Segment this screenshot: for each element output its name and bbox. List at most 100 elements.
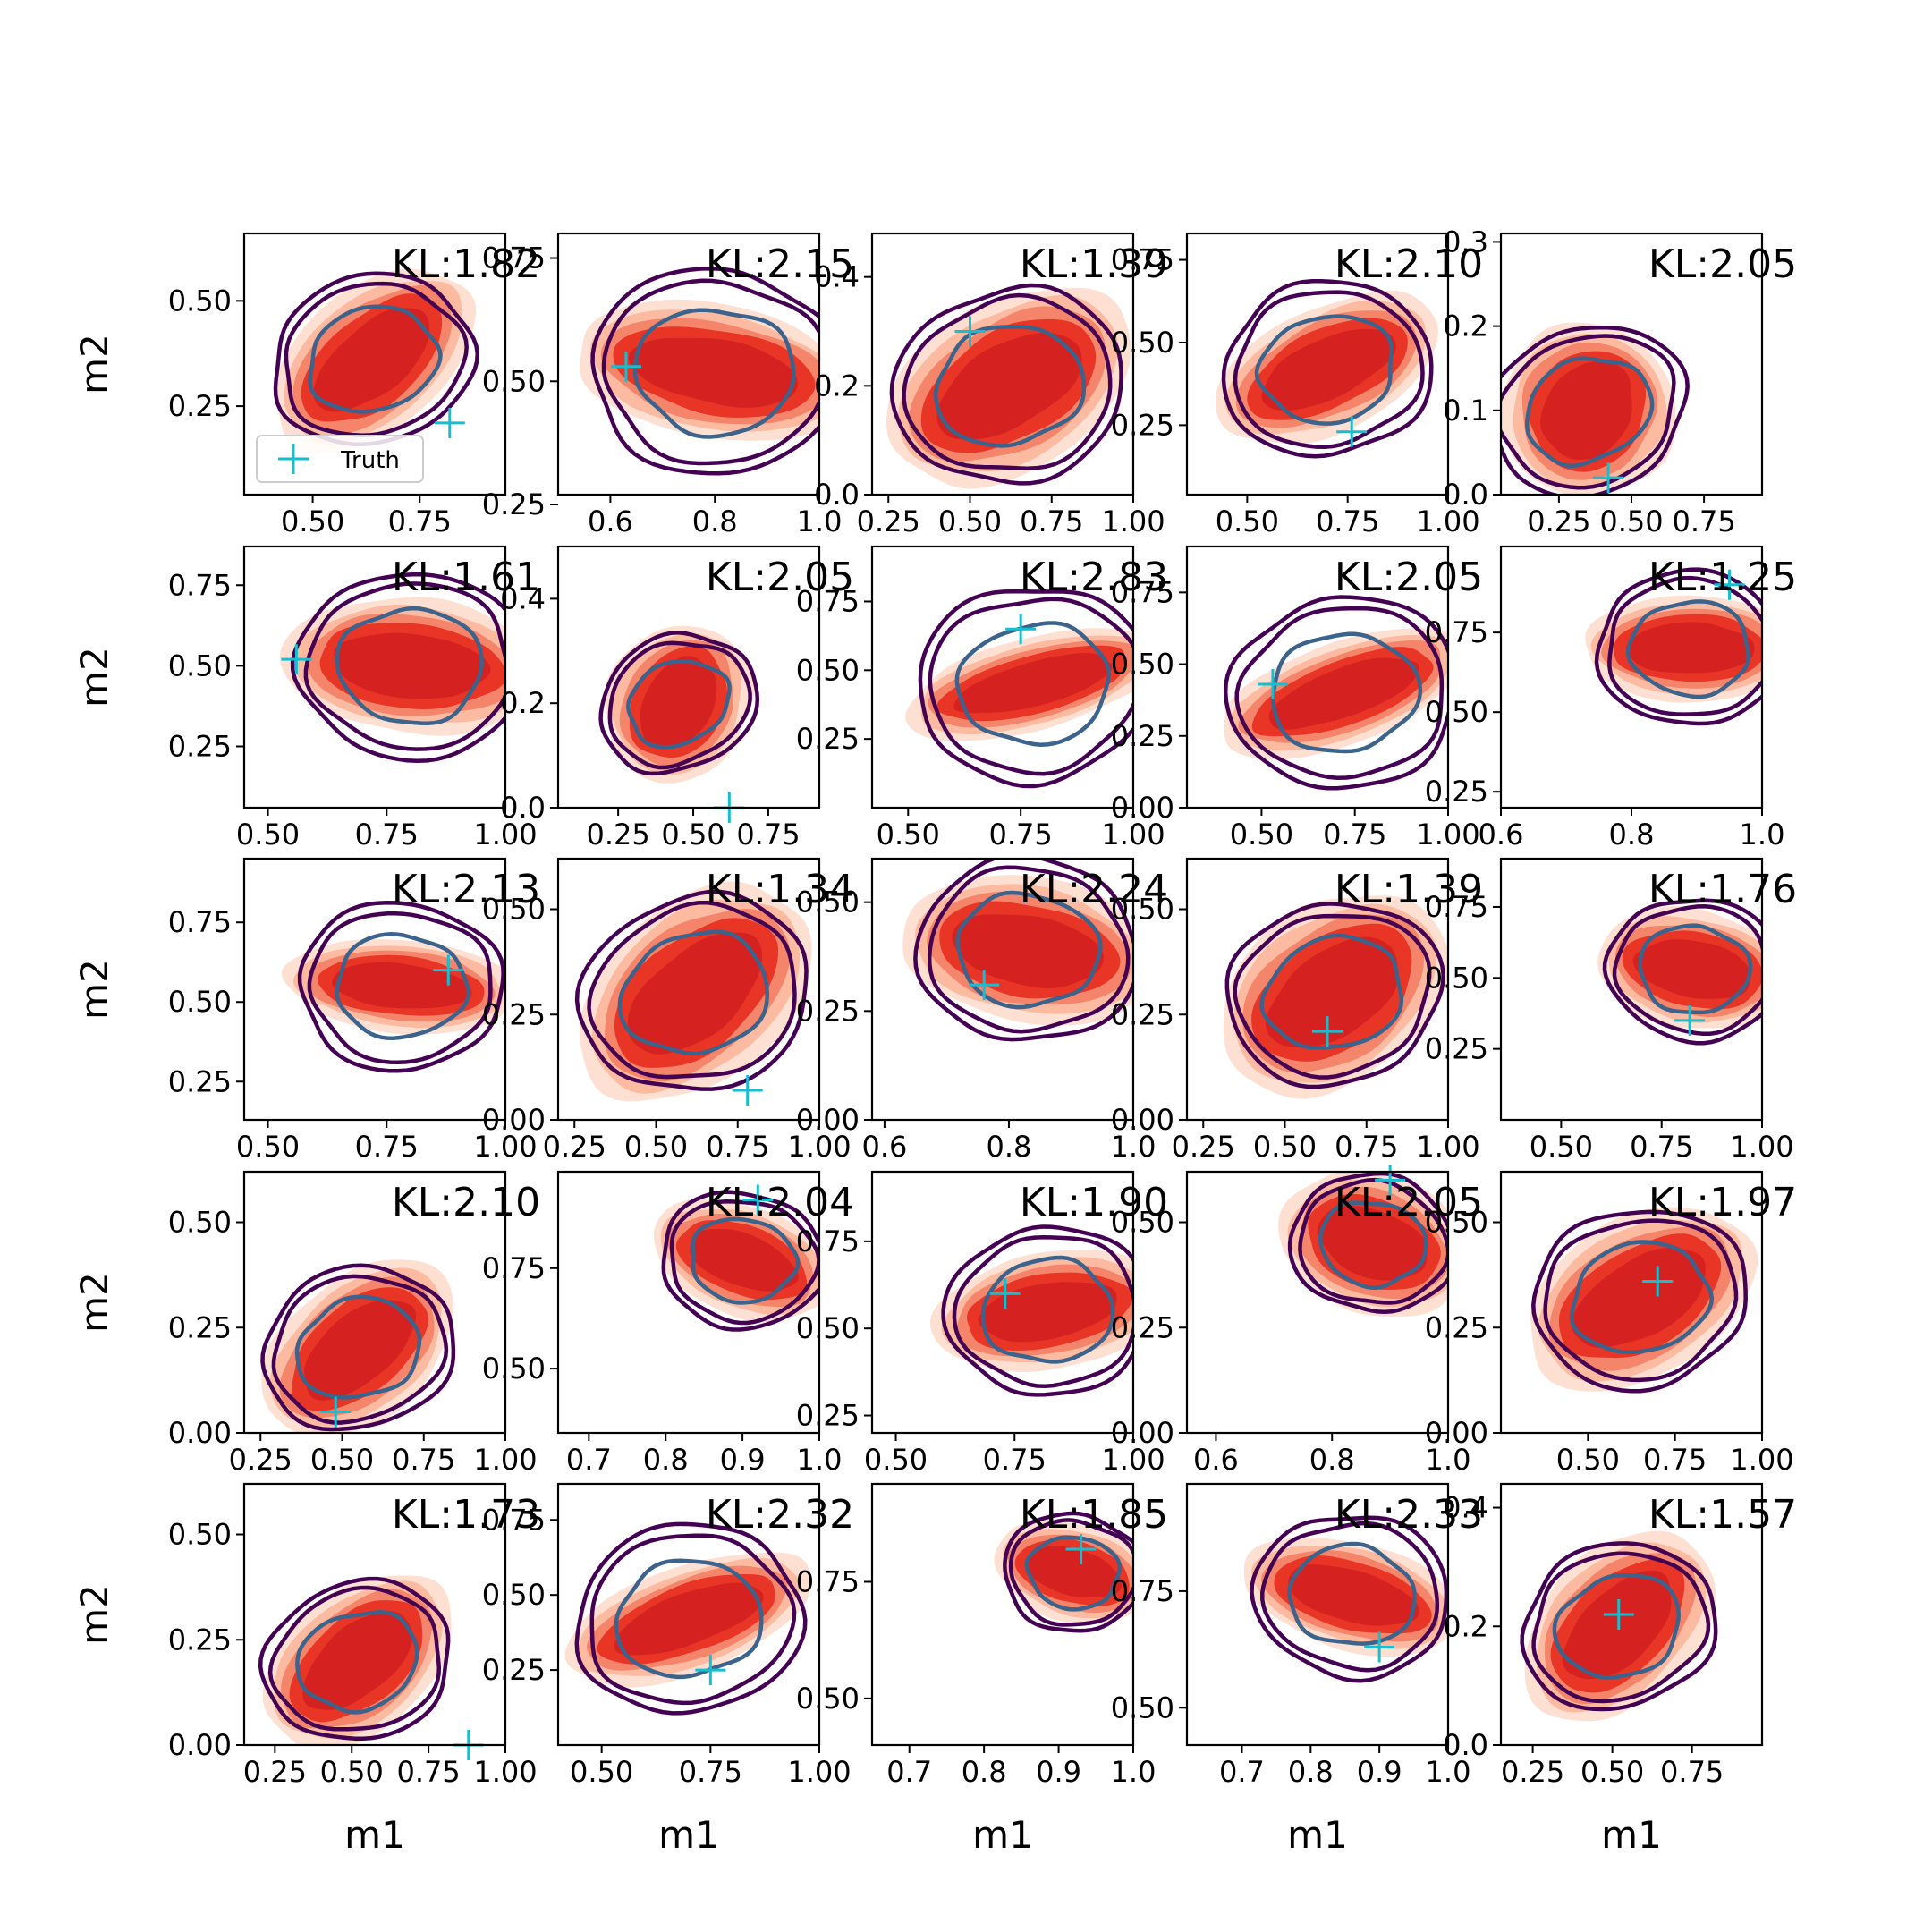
y-tick-label: 0.50: [1111, 1206, 1174, 1240]
truth-marker: [610, 351, 641, 382]
filled-contour: [313, 308, 430, 412]
panel-frame: [556, 545, 821, 809]
y-tick-label: 0.75: [482, 1251, 546, 1285]
filled-contour: [1288, 1564, 1419, 1626]
y-tick-label: 0.0: [814, 478, 860, 512]
x-tick-label: 0.8: [962, 1755, 1007, 1789]
filled-contour: [1268, 657, 1419, 730]
outer-contour-line: [598, 631, 760, 776]
kl-label: KL:1.25: [1648, 555, 1797, 600]
x-tick-label: 0.25: [243, 1755, 307, 1789]
panel-23: 0.7 0.8 0.9 1.0 0.50 0.75 KL:1.85 m1: [796, 1482, 1168, 1857]
x-tick-label: 1.0: [1426, 1443, 1471, 1477]
x-tick-label: 0.75: [1643, 1443, 1707, 1477]
kl-label: KL:1.34: [706, 867, 854, 912]
y-axis-label: m2: [72, 334, 116, 394]
panel-9: 0.50 0.75 1.00 0.00 0.25 0.50 0.75 KL:2.05: [1111, 545, 1483, 852]
panel-15: 0.50 0.75 1.00 0.25 0.50 0.75 KL:1.76: [1425, 857, 1797, 1164]
y-tick-label: 0.50: [1425, 695, 1488, 729]
truth-marker: [1642, 1266, 1674, 1297]
x-tick-label: 0.75: [392, 1443, 455, 1477]
outer-contour-line: [1531, 1551, 1711, 1704]
y-tick-label: 0.50: [1111, 326, 1174, 360]
panel-frame: [242, 1170, 507, 1435]
panel-plot-area: [1520, 1530, 1718, 1722]
x-tick-label: 0.25: [1172, 1130, 1235, 1164]
x-tick-label: 0.75: [388, 504, 452, 538]
y-tick-label: 0.3: [1443, 225, 1488, 258]
outer-contour-line: [601, 278, 819, 466]
panel-frame: [556, 1170, 821, 1435]
truth-marker: [1005, 614, 1037, 645]
x-tick-label: 0.8: [1309, 1443, 1355, 1477]
panel-frame: [242, 545, 507, 809]
y-tick-label: 0.2: [500, 686, 546, 720]
x-tick-label: 0.50: [281, 504, 344, 538]
filled-contour: [627, 932, 763, 1055]
x-tick-label: 1.00: [1101, 1443, 1165, 1477]
y-tick-label: 0.25: [482, 1653, 546, 1687]
x-tick-label: 0.50: [1253, 1130, 1317, 1164]
outer-contour-line: [889, 283, 1123, 486]
x-tick-label: 0.50: [1230, 818, 1293, 852]
filled-contour: [1562, 1570, 1672, 1680]
kl-label: KL:1.73: [392, 1492, 540, 1538]
inner-contour-line: [1254, 314, 1394, 426]
y-tick-label: 0.50: [168, 284, 232, 318]
y-tick-label: 0.75: [796, 584, 860, 618]
panel-7: 0.25 0.50 0.75 0.0 0.2 0.4 KL:2.05: [500, 545, 854, 852]
y-axis-label: m2: [72, 1584, 116, 1645]
panel-10: 0.6 0.8 1.0 0.25 0.50 0.75 KL:1.25: [1425, 545, 1797, 852]
panel-plot-area: [1215, 278, 1438, 459]
outer-contour-line: [258, 1576, 451, 1741]
panel-8: 0.50 0.75 1.00 0.25 0.50 0.75 KL:2.83: [796, 545, 1168, 852]
y-tick-label: 0.50: [1111, 648, 1174, 682]
y-tick-label: 0.0: [500, 791, 546, 825]
panel-frame: [1499, 857, 1764, 1122]
x-tick-label: 1.0: [1111, 1755, 1157, 1789]
filled-contour: [936, 332, 1082, 440]
kl-label: KL:2.05: [1335, 1180, 1483, 1225]
inner-contour-line: [308, 304, 443, 414]
inner-contour-line: [614, 1558, 764, 1680]
outer-contour-line: [1233, 290, 1425, 450]
panel-plot-area: [1597, 898, 1762, 1046]
truth-marker: [1714, 569, 1745, 600]
y-tick-label: 0.50: [1425, 1206, 1488, 1240]
outer-contour-line: [1008, 1518, 1133, 1627]
x-tick-label: 0.75: [1020, 504, 1083, 538]
y-tick-label: 0.75: [482, 242, 546, 275]
y-tick-label: 0.75: [1111, 1574, 1174, 1608]
x-tick-label: 0.7: [886, 1755, 932, 1789]
y-tick-label: 0.00: [796, 1103, 860, 1137]
truth-marker: [1674, 1004, 1706, 1036]
kl-label: KL:2.83: [1020, 555, 1168, 600]
panel-plot-area: [598, 625, 760, 784]
x-tick-label: 0.25: [229, 1443, 292, 1477]
x-tick-label: 0.75: [355, 1130, 419, 1164]
y-tick-label: 0.4: [1443, 1491, 1488, 1525]
outer-contour-line: [913, 859, 1133, 1042]
panel-frame: [1499, 1170, 1764, 1435]
x-tick-label: 0.6: [1193, 1443, 1239, 1477]
truth-marker: [1364, 1631, 1395, 1663]
y-tick-label: 0.25: [168, 1064, 232, 1098]
x-tick-label: 0.75: [679, 1755, 742, 1789]
panel-6: 0.50 0.75 1.00 0.25 0.50 0.75 KL:1.61 m2: [72, 545, 540, 852]
panel-21: 0.25 0.50 0.75 1.00 0.00 0.25 0.50 KL:1.73 m2 m1: [72, 1482, 540, 1857]
x-tick-label: 0.75: [1630, 1130, 1693, 1164]
y-tick-label: 0.75: [1425, 615, 1488, 649]
truth-marker: [732, 1075, 763, 1106]
y-tick-label: 0.25: [168, 730, 232, 764]
panel-frame: [556, 857, 821, 1122]
inner-contour-line: [1318, 1200, 1428, 1290]
kl-label: KL:2.05: [1648, 242, 1797, 287]
y-tick-label: 0.75: [796, 1224, 860, 1258]
outer-contour-line: [1520, 1541, 1718, 1712]
filled-contour: [953, 653, 1113, 714]
x-tick-label: 1.0: [797, 1443, 843, 1477]
x-tick-label: 0.50: [236, 1130, 300, 1164]
panel-frame: [1185, 232, 1450, 496]
inner-contour-line: [1569, 1240, 1715, 1355]
panel-12: 0.25 0.50 0.75 1.000.000.250.50 KL:1.34: [482, 857, 854, 1164]
